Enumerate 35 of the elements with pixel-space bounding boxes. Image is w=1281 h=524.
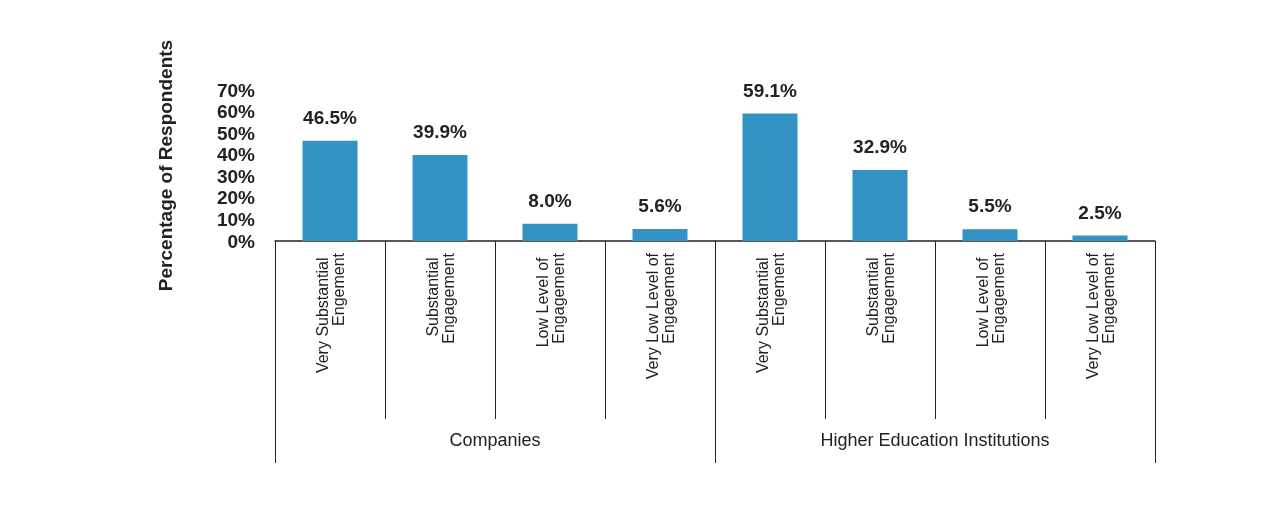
x-tick-label: Very Low Level of Engagement [1083,252,1117,380]
bar [1072,235,1128,241]
y-tick-label: 50% [216,122,256,144]
y-tick-label: 30% [216,165,256,187]
y-tick-label: 60% [216,101,256,123]
y-tick-label: 40% [216,144,256,166]
x-tick-label: Substantial Engagement [423,252,457,344]
y-axis-title: Percentage of Respondents [155,39,176,292]
x-tick-label: Low Level of Engagement [533,252,567,348]
bar [852,170,908,241]
bar [412,154,468,241]
bar [962,229,1018,241]
data-label: 46.5% [303,106,358,128]
data-label: 59.1% [743,79,798,101]
x-tick-label: Very Low Level of Engagement [643,252,677,380]
data-label: 5.6% [638,194,682,216]
bar [302,140,358,241]
text: Companies [449,430,541,450]
data-label: 32.9% [853,136,908,158]
data-label: 2.5% [1078,201,1122,223]
bar [632,228,688,241]
data-label: 5.5% [968,195,1012,217]
text: Higher Education Institutions [820,430,1050,450]
bar [522,223,578,241]
y-tick-label: 70% [216,79,256,101]
data-label: 39.9% [413,120,468,142]
y-tick-label: 20% [216,187,256,209]
bar [742,113,798,241]
x-tick-label: Very Substantial Engement [313,252,347,374]
y-tick-label: 10% [216,208,256,230]
x-tick-label: Low Level of Engagement [973,252,1007,348]
x-tick-label: Very Substantial Engement [753,252,787,374]
data-label: 8.0% [528,189,572,211]
y-tick-label: 0% [227,230,256,252]
x-tick-label: Substantial Engagement [863,252,897,344]
